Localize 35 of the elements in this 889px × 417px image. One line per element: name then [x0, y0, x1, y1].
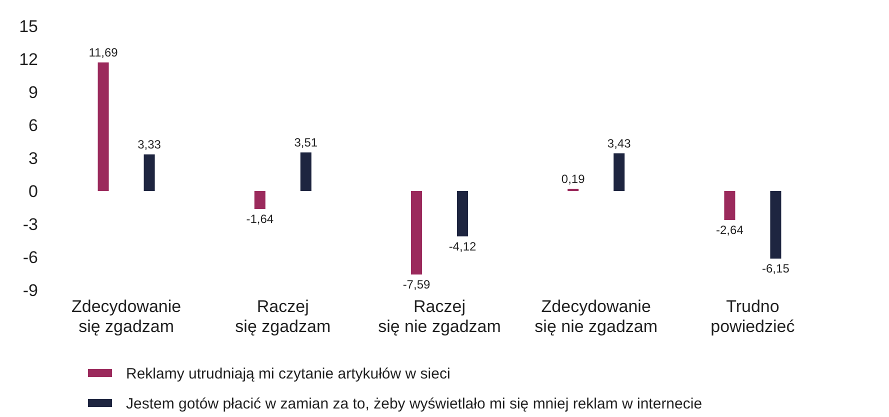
y-tick-label: -3	[22, 214, 38, 234]
data-label: -2,64	[716, 223, 744, 238]
bar	[144, 154, 155, 191]
bar	[98, 62, 109, 191]
bar	[411, 191, 422, 274]
data-label: 0,19	[561, 172, 586, 186]
y-tick-label: -9	[22, 280, 38, 300]
y-tick-label: 0	[28, 182, 38, 201]
y-tick-label: 9	[28, 82, 38, 102]
y-tick-label: 3	[28, 148, 38, 168]
legend-label: Jestem gotów płacić w zamian za to, żeby wyświetlało mi się mniej reklam w internecie	[126, 395, 702, 412]
data-label: 11,69	[88, 45, 118, 60]
y-tick-label: 15	[19, 16, 38, 36]
y-tick-label: 6	[28, 116, 38, 135]
x-tick-label: Zdecydowanie się zgadzam	[71, 297, 182, 336]
bar	[614, 153, 625, 191]
data-label: 3,51	[294, 135, 318, 150]
bar	[254, 191, 266, 210]
bar	[724, 191, 736, 220]
data-label: 3,33	[138, 137, 162, 152]
bar	[457, 191, 468, 236]
y-tick-label: 12	[19, 50, 38, 69]
data-label: -6,15	[762, 262, 790, 276]
x-tick-label: Zdecydowanie się nie zgadzam	[534, 297, 658, 336]
x-tick-label: Raczej się nie zgadzam	[378, 297, 501, 336]
y-tick-label: -6	[22, 248, 38, 267]
x-tick-label: Trudno powiedzieć	[710, 297, 796, 336]
legend-label: Reklamy utrudniają mi czytanie artykułów w sieci	[126, 365, 450, 382]
data-label: -1,64	[246, 212, 274, 226]
data-label: -7,59	[402, 277, 430, 292]
data-label: 3,43	[607, 136, 632, 150]
bar	[770, 191, 782, 259]
bar	[300, 152, 312, 191]
data-label: -4,12	[448, 239, 476, 254]
x-tick-label: Raczej się zgadzam	[235, 297, 331, 336]
